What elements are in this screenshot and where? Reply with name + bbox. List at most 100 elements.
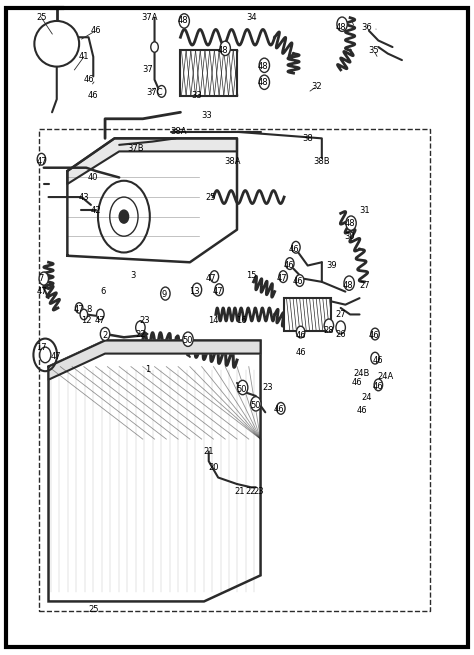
Text: 43: 43	[79, 193, 89, 202]
Text: 13: 13	[189, 287, 200, 296]
Ellipse shape	[35, 21, 79, 67]
Text: 16: 16	[237, 316, 247, 326]
Circle shape	[157, 86, 166, 97]
Circle shape	[336, 321, 346, 334]
Text: 27: 27	[336, 310, 346, 319]
Circle shape	[80, 309, 88, 320]
Circle shape	[374, 379, 383, 391]
Text: 23: 23	[262, 383, 273, 392]
Text: 46: 46	[352, 379, 363, 388]
Text: 25: 25	[36, 13, 47, 22]
Text: 48: 48	[342, 280, 353, 290]
Text: 24: 24	[361, 394, 372, 402]
Circle shape	[179, 14, 190, 28]
Polygon shape	[48, 341, 261, 601]
Text: 35: 35	[368, 46, 379, 55]
Circle shape	[371, 328, 379, 340]
Text: 46: 46	[295, 348, 306, 357]
Text: 47: 47	[74, 305, 84, 314]
Text: 30: 30	[345, 232, 356, 240]
Text: 8: 8	[86, 305, 91, 314]
Text: 46: 46	[83, 75, 94, 84]
Text: 46: 46	[356, 407, 367, 415]
Text: 47: 47	[213, 287, 223, 296]
Text: 2: 2	[102, 331, 108, 340]
Text: 17: 17	[36, 343, 47, 352]
Circle shape	[259, 58, 270, 73]
Text: 42: 42	[91, 206, 101, 215]
Text: 25: 25	[206, 193, 216, 202]
Text: 48: 48	[257, 62, 268, 71]
Circle shape	[39, 272, 48, 285]
Text: 39: 39	[326, 261, 337, 270]
Circle shape	[251, 397, 261, 411]
Text: 46: 46	[373, 382, 383, 390]
Text: 48: 48	[218, 46, 228, 55]
Text: 46: 46	[373, 356, 383, 365]
Text: 6: 6	[100, 287, 105, 296]
Text: 38B: 38B	[313, 157, 330, 166]
Text: 40: 40	[88, 173, 99, 182]
Text: 21: 21	[234, 487, 245, 496]
Circle shape	[337, 17, 347, 31]
Text: 46: 46	[295, 331, 306, 340]
Text: 24B: 24B	[354, 369, 370, 378]
Text: 38A: 38A	[170, 127, 186, 136]
FancyBboxPatch shape	[181, 50, 237, 96]
Text: 31: 31	[359, 206, 370, 215]
Circle shape	[97, 309, 104, 320]
Text: 37C: 37C	[146, 88, 163, 97]
Text: 34: 34	[246, 13, 256, 22]
Text: 27: 27	[359, 280, 370, 290]
Text: 46: 46	[91, 26, 101, 35]
Text: 33: 33	[201, 111, 212, 120]
Circle shape	[344, 276, 355, 290]
Polygon shape	[67, 138, 237, 184]
Text: 24A: 24A	[377, 372, 393, 381]
Text: 47: 47	[36, 287, 47, 296]
Text: 41: 41	[79, 52, 89, 62]
Text: 50: 50	[237, 385, 247, 394]
Circle shape	[371, 352, 379, 364]
Circle shape	[279, 271, 287, 282]
Text: 7: 7	[39, 274, 44, 283]
Text: 46: 46	[88, 92, 99, 100]
Circle shape	[277, 403, 285, 414]
Text: 33: 33	[191, 92, 202, 100]
Text: 46: 46	[274, 405, 285, 414]
Text: 38A: 38A	[224, 157, 240, 166]
Text: 37: 37	[142, 66, 153, 75]
Circle shape	[151, 42, 158, 52]
Text: 48: 48	[336, 23, 346, 32]
Circle shape	[220, 41, 230, 56]
Text: 48: 48	[345, 219, 356, 228]
Text: 3: 3	[131, 271, 136, 280]
Text: 1: 1	[145, 365, 150, 375]
Text: 47: 47	[50, 352, 61, 362]
Text: 37A: 37A	[142, 13, 158, 22]
Circle shape	[292, 242, 300, 253]
Circle shape	[100, 328, 110, 341]
Text: 48: 48	[177, 16, 188, 26]
Circle shape	[324, 319, 334, 332]
Circle shape	[183, 332, 193, 346]
Circle shape	[295, 274, 304, 286]
Text: 20: 20	[208, 463, 219, 472]
Text: 47: 47	[95, 316, 106, 326]
Text: 46: 46	[368, 331, 379, 340]
Text: 32: 32	[312, 82, 322, 90]
Circle shape	[346, 216, 356, 231]
Text: 46: 46	[288, 245, 299, 253]
Circle shape	[259, 75, 270, 90]
Text: 48: 48	[257, 79, 268, 87]
Circle shape	[192, 283, 201, 296]
Text: 37B: 37B	[128, 143, 144, 153]
Text: 15: 15	[246, 271, 256, 280]
Text: 12: 12	[81, 316, 91, 326]
Text: 38: 38	[302, 134, 313, 143]
Text: 50: 50	[251, 402, 261, 410]
Text: 46: 46	[283, 261, 294, 270]
Text: 47: 47	[276, 274, 287, 283]
FancyBboxPatch shape	[284, 298, 331, 331]
Polygon shape	[48, 341, 261, 380]
